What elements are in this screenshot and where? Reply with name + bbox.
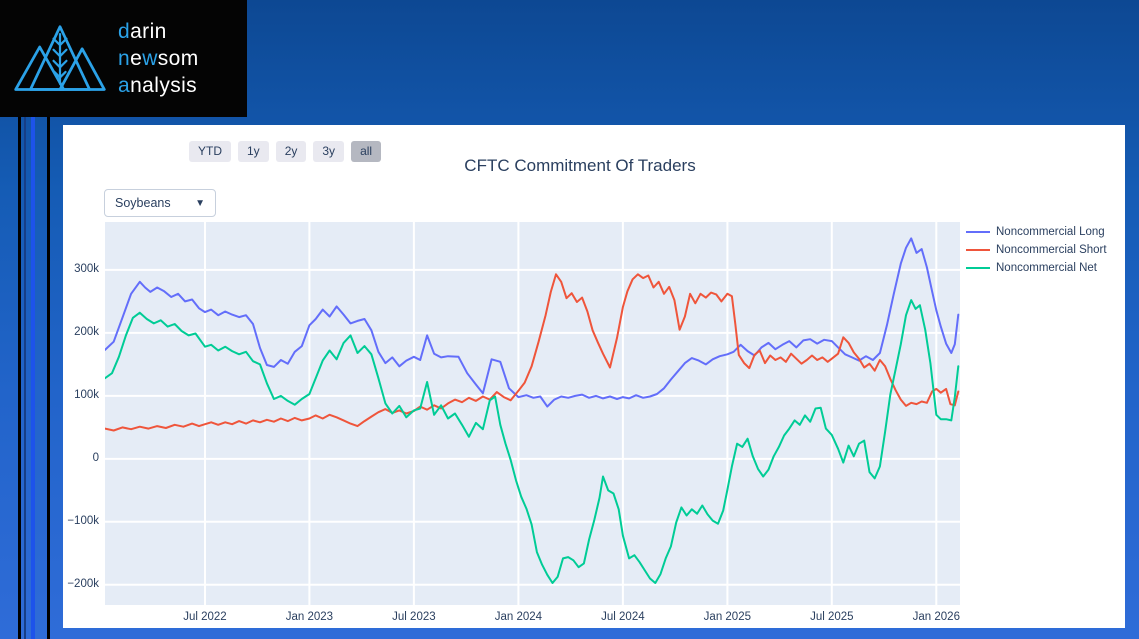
range-selector: YTD 1y 2y 3y all <box>189 141 382 162</box>
commodity-dropdown-value: Soybeans <box>115 196 171 210</box>
legend-label: Noncommercial Short <box>996 244 1107 256</box>
logo-line-3: analysis <box>118 74 198 97</box>
legend-label: Noncommercial Net <box>996 262 1097 274</box>
logo-line-1: darin <box>118 20 167 43</box>
x-axis-tick-label: Jan 2026 <box>912 611 960 623</box>
x-axis-tick-label: Jan 2025 <box>703 611 752 623</box>
commodity-dropdown[interactable]: Soybeans ▼ <box>104 189 216 217</box>
chart-card: YTD 1y 2y 3y all CFTC Commitment Of Trad… <box>63 125 1125 628</box>
x-axis-tick-label: Jan 2024 <box>494 611 543 623</box>
y-axis-tick-label: 0 <box>92 451 99 464</box>
chart-canvas <box>104 222 960 605</box>
chart-title: CFTC Commitment Of Traders <box>464 156 696 175</box>
range-button-1y[interactable]: 1y <box>238 141 269 162</box>
x-axis-tick-label: Jul 2022 <box>183 611 227 623</box>
y-axis-tick-label: 300k <box>74 262 99 275</box>
legend-line-swatch <box>966 248 990 252</box>
chevron-down-icon: ▼ <box>195 197 205 209</box>
mountains-wheat-icon <box>14 24 106 91</box>
legend-line-swatch <box>966 266 990 270</box>
range-button-all[interactable]: all <box>351 141 382 162</box>
y-axis-tick-label: 200k <box>74 325 99 338</box>
legend-line-swatch <box>966 230 990 234</box>
left-stripe-darkblue <box>24 0 26 639</box>
range-button-2y[interactable]: 2y <box>275 141 307 162</box>
range-button-3y[interactable]: 3y <box>313 141 345 162</box>
x-axis-tick-label: Jul 2024 <box>601 611 645 623</box>
left-stripe-black-2 <box>47 0 50 639</box>
y-axis-tick-label: −100k <box>67 514 99 527</box>
left-stripe-brightblue <box>31 0 35 639</box>
plot-area[interactable] <box>104 222 960 605</box>
chart-legend: Noncommercial Long Noncommercial Short N… <box>966 223 1107 277</box>
logo-line-2: newsom <box>118 47 199 70</box>
left-stripe-black-1 <box>18 0 21 639</box>
legend-item-noncommercial-net[interactable]: Noncommercial Net <box>966 259 1107 277</box>
legend-item-noncommercial-short[interactable]: Noncommercial Short <box>966 241 1107 259</box>
y-axis-tick-label: −200k <box>67 577 99 590</box>
x-axis-tick-label: Jul 2025 <box>810 611 854 623</box>
x-axis-tick-label: Jan 2023 <box>285 611 334 623</box>
logo-box: darin newsom analysis <box>0 0 247 117</box>
legend-label: Noncommercial Long <box>996 226 1105 238</box>
range-button-ytd[interactable]: YTD <box>189 141 231 162</box>
x-axis-tick-label: Jul 2023 <box>392 611 436 623</box>
legend-item-noncommercial-long[interactable]: Noncommercial Long <box>966 223 1107 241</box>
logo-text: darin newsom analysis <box>118 18 199 99</box>
y-axis-tick-label: 100k <box>74 388 99 401</box>
